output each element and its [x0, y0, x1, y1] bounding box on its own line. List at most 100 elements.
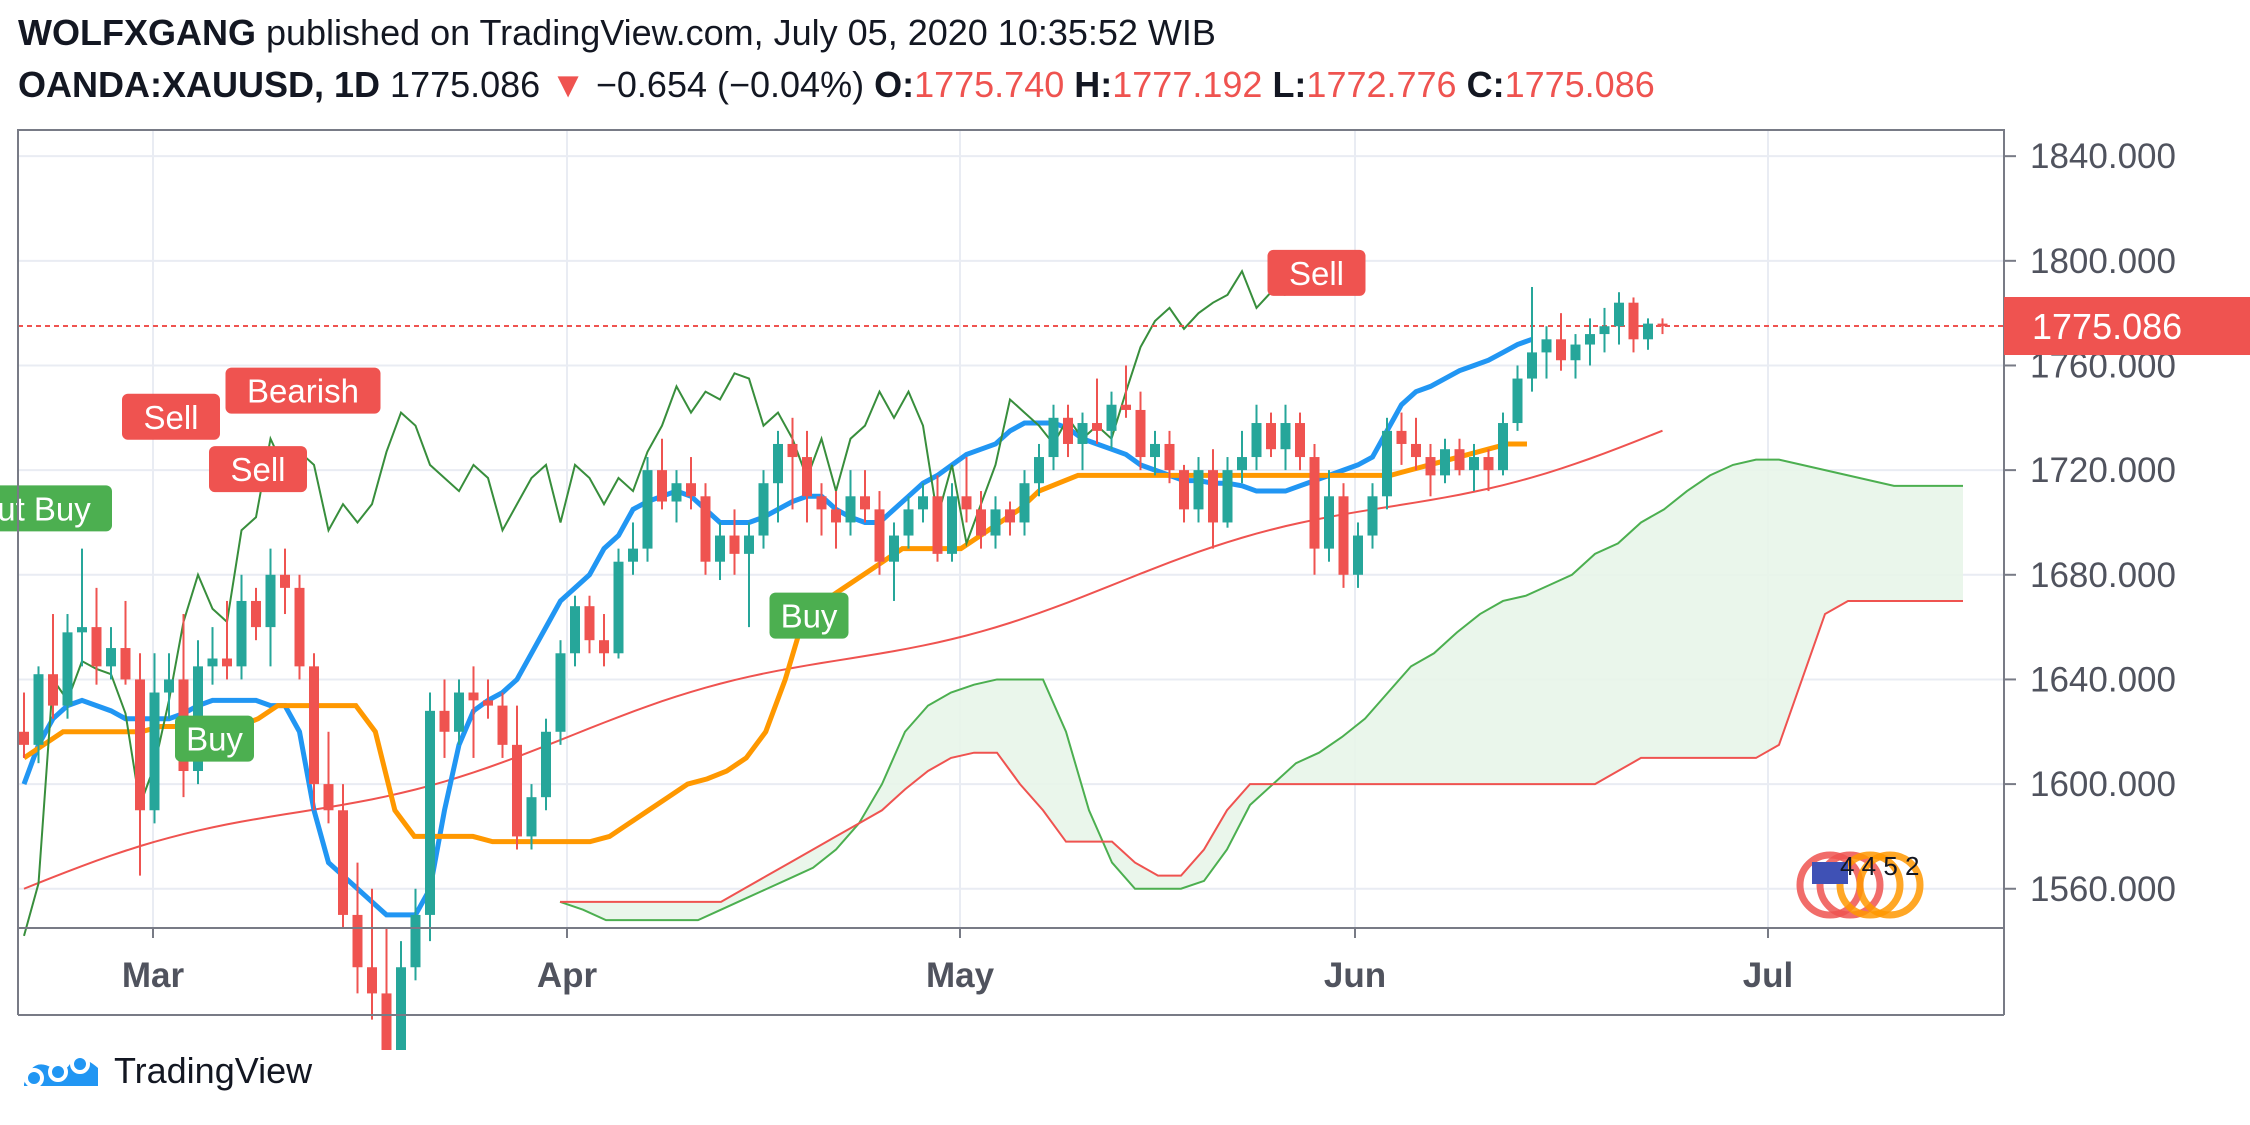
candle [1498, 412, 1508, 476]
candle [758, 470, 769, 549]
candle [715, 522, 725, 581]
candle [671, 470, 682, 523]
candle [468, 666, 479, 758]
candle-body [961, 496, 972, 510]
candle [845, 470, 856, 536]
last-price-badge [2004, 297, 2250, 356]
candle [19, 692, 29, 758]
close-value: 1775.086 [1504, 64, 1655, 105]
candle-body [338, 810, 348, 915]
candle-body [1324, 496, 1334, 549]
candle [294, 574, 305, 680]
candle [628, 522, 638, 575]
y-tick-label: 1640.000 [2030, 660, 2176, 699]
candle [1150, 430, 1160, 476]
candle-body [787, 443, 798, 458]
candle [1280, 404, 1291, 471]
candle-body [599, 640, 609, 654]
candle-body [1092, 423, 1102, 431]
y-tick-label: 1800.000 [2030, 242, 2176, 281]
candle-body [236, 600, 247, 667]
candle [700, 483, 711, 575]
signal-label-bg [0, 485, 112, 532]
candle [1005, 501, 1015, 536]
price-axis[interactable]: 1840.0001800.0001760.0001720.0001680.000… [2004, 137, 2250, 909]
signal-label-bg [122, 393, 220, 440]
flag-canton [1812, 862, 1848, 884]
candle [497, 692, 508, 758]
candle-body [1280, 423, 1291, 450]
flag-watermark-icon: 4 4 5 2 [1796, 851, 1924, 919]
candle [222, 600, 232, 680]
candle [541, 718, 551, 811]
candle [265, 548, 276, 667]
candle-body [729, 535, 740, 554]
candle-body [657, 470, 667, 502]
x-tick-label: May [926, 956, 995, 995]
candle [1295, 412, 1305, 471]
candle-body [758, 483, 769, 536]
candle-body [483, 700, 493, 706]
candle-body [91, 627, 102, 667]
open-label: O: [874, 64, 915, 105]
candle [1309, 443, 1320, 575]
candle [642, 457, 653, 562]
candle-body [1019, 483, 1030, 523]
candle [381, 928, 392, 1050]
price-chart[interactable]: ut Buy Sell Buy Bearish Sell Buy Sell 1840.000… [0, 0, 2250, 1050]
candle [932, 475, 943, 562]
chikou-span-line [23, 269, 1286, 937]
published-text: published on TradingView.com, July 05, 2… [255, 12, 1216, 53]
candle [1251, 404, 1262, 471]
candle-body [976, 509, 986, 536]
candle-body [1585, 334, 1595, 345]
cloud-fill [560, 459, 1963, 921]
candle-body [1527, 352, 1537, 379]
candle-body [106, 648, 116, 667]
candle [1077, 412, 1088, 471]
last-price-badge-text: 1775.086 [2032, 306, 2182, 347]
candle-body [1121, 404, 1131, 410]
candle-body [541, 731, 551, 798]
candle [48, 614, 58, 719]
candle [1628, 297, 1639, 353]
candle-body [454, 692, 464, 732]
down-arrow-icon: ▼ [550, 64, 586, 105]
candle [33, 666, 44, 764]
candle-body [33, 674, 44, 745]
candle [686, 457, 696, 510]
candle [990, 496, 1001, 549]
chart-header-line2: OANDA:XAUUSD, 1D 1775.086 ▼ −0.654 (−0.0… [18, 64, 1655, 106]
time-axis[interactable]: Mar Apr May Jun Jul [122, 928, 1793, 995]
candle-body [1034, 457, 1044, 484]
candle-body [396, 967, 406, 1050]
candle-body [1483, 457, 1494, 471]
candle-body [1048, 417, 1059, 458]
candle [1034, 443, 1044, 497]
candle-body [1164, 443, 1175, 471]
watermark-ring [1816, 851, 1884, 919]
candle-body [19, 731, 29, 745]
candle-body [1469, 457, 1479, 471]
candle-body [1367, 496, 1378, 536]
author-name[interactable]: WOLFXGANG [18, 12, 256, 53]
candle [1411, 417, 1421, 471]
candle-body [1106, 404, 1117, 431]
candle-body [1077, 423, 1088, 444]
span-a-line [559, 458, 1963, 922]
candle-body [497, 705, 508, 745]
footer-brand-name[interactable]: TradingView [114, 1050, 313, 1091]
candle [1135, 391, 1146, 471]
candle [1657, 318, 1668, 335]
candle-body [468, 692, 479, 701]
x-tick-label: Mar [122, 956, 185, 995]
candle [657, 438, 667, 510]
candle-body [1295, 423, 1305, 458]
candle [1425, 443, 1436, 497]
candle-body [1512, 378, 1523, 424]
candle [1382, 417, 1392, 510]
candle-body [1063, 417, 1073, 444]
low-label: L: [1272, 64, 1307, 105]
candle-body [1150, 443, 1160, 458]
candle [889, 522, 899, 601]
